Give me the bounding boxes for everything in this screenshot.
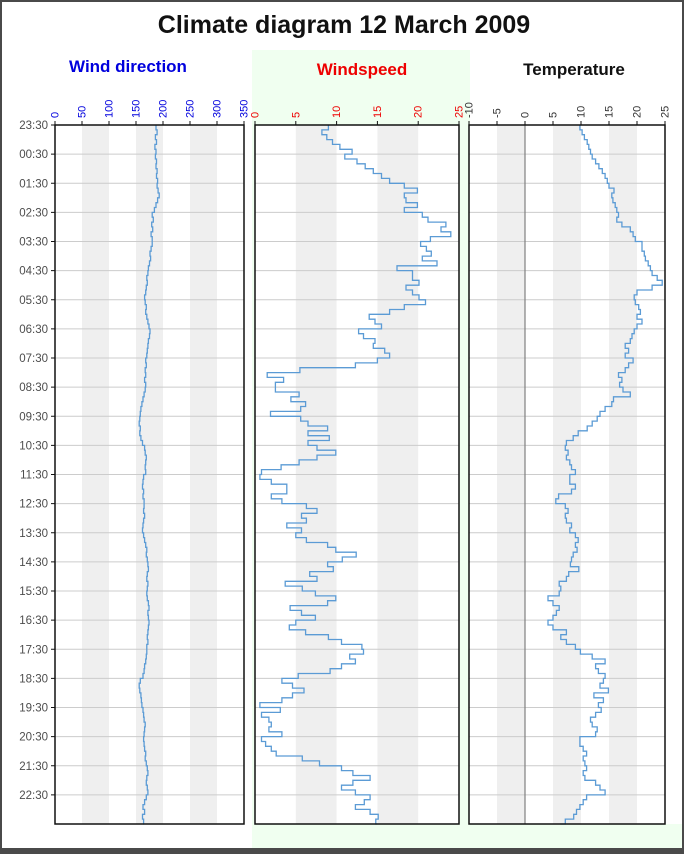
x-axis-tick-label: -10: [464, 102, 476, 118]
x-axis-tick-label: 20: [632, 106, 644, 118]
x-axis-tick-label: 15: [372, 106, 384, 118]
x-axis-tick-label: 20: [413, 106, 425, 118]
x-axis-tick-label: 100: [104, 100, 116, 118]
windspeed-plot: 0 5 10 15 20 25: [250, 106, 466, 825]
temperature-plot: -10 -5 0 5 10 15 20 25: [464, 102, 672, 825]
time-label: 22:30: [19, 790, 48, 802]
time-label: 04:30: [19, 266, 48, 278]
time-label: 23:30: [19, 120, 48, 132]
time-label: 08:30: [19, 382, 48, 394]
x-axis-tick-label: 25: [660, 106, 672, 118]
x-axis-tick-label: 10: [576, 106, 588, 118]
x-axis-tick-label: 50: [77, 106, 89, 118]
time-label: 20:30: [19, 732, 48, 744]
time-label: 11:30: [20, 470, 48, 482]
time-label: 21:30: [19, 761, 48, 773]
time-axis-labels: 23:30 00:30 01:30 02:30 03:30 04:30 05:30 06:30…: [19, 120, 55, 802]
x-axis-tick-label: 5: [290, 112, 302, 118]
time-label: 07:30: [19, 353, 48, 365]
time-label: 10:30: [19, 440, 48, 452]
x-axis-tick-label: 350: [239, 100, 251, 118]
x-axis-tick-label: 15: [604, 106, 616, 118]
time-label: 13:30: [19, 528, 48, 540]
x-axis-tick-label: 0: [50, 112, 62, 118]
x-axis-tick-label: 0: [520, 112, 532, 118]
time-label: 17:30: [19, 644, 48, 656]
time-label: 15:30: [19, 586, 48, 598]
wind-direction-plot: 0 50 100 150 200 250 300 350: [50, 100, 251, 825]
x-axis-tick-label: 200: [158, 100, 170, 118]
x-axis-tick-label: -5: [492, 108, 504, 118]
time-label: 14:30: [19, 557, 48, 569]
x-axis-tick-label: 250: [185, 100, 197, 118]
time-label: 01:30: [19, 178, 48, 190]
title-band-background: [2, 2, 682, 50]
time-label: 03:30: [19, 237, 48, 249]
time-label: 05:30: [19, 295, 48, 307]
x-axis-tick-label: 25: [454, 106, 466, 118]
time-label: 00:30: [19, 149, 48, 161]
windspeed-header: Windspeed: [316, 60, 408, 79]
x-axis-tick-label: 5: [548, 112, 560, 118]
data-series-line: [138, 125, 160, 825]
data-series-line: [259, 125, 452, 825]
x-axis-tick-label: 300: [212, 100, 224, 118]
time-label: 19:30: [19, 703, 48, 715]
data-series-line: [547, 125, 663, 825]
time-label: 12:30: [19, 499, 48, 511]
window-bottom-frame: [2, 848, 682, 854]
time-label: 09:30: [19, 411, 48, 423]
bottom-strip-background: [252, 824, 682, 850]
page-title: Climate diagram 12 March 2009: [157, 11, 531, 39]
x-axis-tick-label: 10: [331, 106, 343, 118]
time-label: 16:30: [19, 615, 48, 627]
temperature-header: Temperature: [523, 60, 625, 79]
x-axis-tick-label: 0: [250, 112, 262, 118]
x-axis-tick-label: 150: [131, 100, 143, 118]
wind-direction-header: Wind direction: [69, 57, 187, 76]
time-label: 02:30: [19, 207, 48, 219]
time-label: 06:30: [19, 324, 48, 336]
time-label: 18:30: [19, 673, 48, 685]
